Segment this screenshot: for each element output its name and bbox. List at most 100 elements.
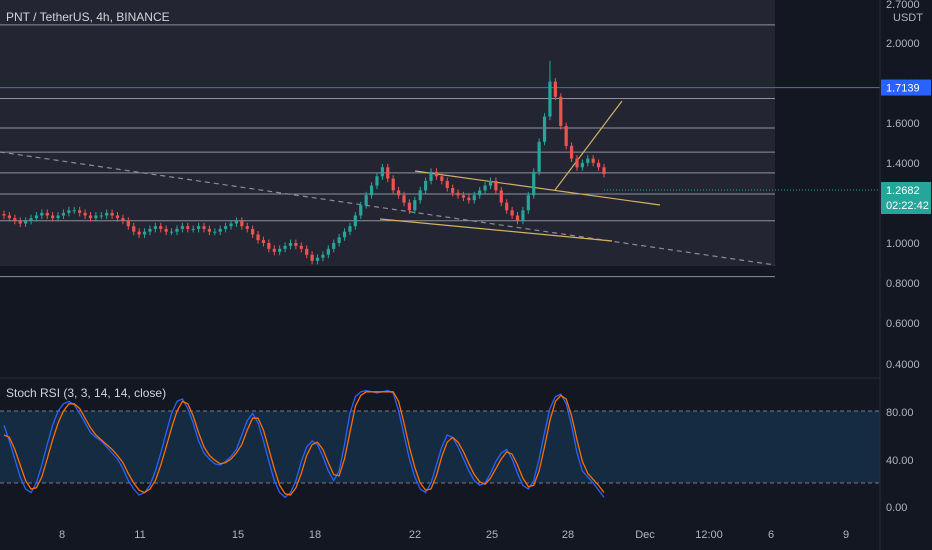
candle-body-12 [67,210,71,213]
candle-body-92 [499,190,503,203]
candle-body-64 [348,226,352,232]
candle-body-51 [278,248,282,252]
current-price-label: 1.2682 [886,185,920,197]
candle-body-58 [315,257,320,261]
rsi-tick-0: 80.00 [886,407,914,419]
candle-body-87 [472,195,476,201]
currency-label: USDT [893,12,923,24]
candle-body-1 [7,215,12,219]
candle-body-78 [424,180,428,191]
candle-body-40 [218,228,222,232]
candle-body-61 [332,243,336,249]
candle-body-82 [445,180,449,188]
trend-lines [0,100,776,266]
countdown-label: 02:22:42 [886,200,929,212]
candle-body-52 [283,245,287,249]
candle-body-44 [240,220,244,227]
candle-body-66 [359,205,363,216]
candle-body-71 [386,167,390,179]
candle-body-37 [202,226,206,229]
candle-body-105 [569,145,574,159]
chart-title: PNT / TetherUS, 4h, BINANCE [6,10,170,24]
candle-body-3 [18,220,22,224]
candle-body-13 [72,210,76,212]
candle-body-48 [261,240,266,243]
horizontal-levels [0,24,880,278]
candle-body-26 [142,231,147,235]
time-tick-9: 6 [768,529,774,541]
candle-body-6 [34,215,39,219]
candle-body-18 [99,215,103,217]
candle-body-29 [159,226,163,229]
candle-body-69 [375,176,379,186]
candle-body-14 [78,210,82,213]
candle-body-5 [29,218,33,221]
candle-body-103 [559,96,563,127]
candle-body-53 [288,243,293,246]
candle-body-72 [391,178,395,191]
candle-body-97 [526,195,530,211]
candle-body-17 [94,215,98,219]
candle-body-7 [40,212,44,216]
rsi-axis: 80.00 40.00 0.00 [886,407,914,514]
candle-body-45 [245,226,249,229]
price-tick-9: 0.4000 [886,359,920,371]
candle-body-85 [461,195,466,198]
candle-body-73 [396,190,401,196]
candle-body-0 [2,214,6,216]
candle-body-84 [456,192,460,196]
blue-level-label: 1.7139 [886,83,920,95]
candle-body-75 [407,202,412,211]
candle-body-43 [234,220,239,224]
price-tick-8: 0.6000 [886,318,920,330]
price-axis: 2.70002.00001.80001.60001.40001.20001.00… [604,0,931,371]
candle-body-91 [494,180,498,191]
breakout-line [554,100,623,191]
current-price-tag [881,182,931,214]
candle-body-47 [256,234,260,241]
time-tick-4: 22 [409,529,421,541]
candle-body-109 [591,158,595,163]
candle-body-107 [580,162,584,168]
candle-body-111 [602,167,606,175]
candle-body-49 [267,243,271,249]
candle-body-99 [537,141,541,172]
candle-body-28 [153,226,157,229]
candle-body-80 [434,171,439,177]
candle-body-25 [137,231,141,235]
candle-body-60 [326,248,330,255]
candle-body-23 [126,220,130,227]
candle-body-41 [224,226,228,229]
candle-body-63 [342,231,347,238]
candle-body-68 [369,185,374,196]
rsi-title: Stoch RSI (3, 3, 14, 14, close) [6,386,167,400]
candle-body-56 [305,248,309,255]
candle-body-94 [510,210,514,216]
candles [2,60,606,265]
candle-body-76 [413,200,417,211]
candle-body-93 [505,202,509,211]
price-tick-1: 2.0000 [886,38,920,50]
dashed-downtrend [0,151,776,266]
candle-body-95 [515,215,520,221]
candle-body-38 [207,228,212,232]
rsi-tick-2: 0.00 [886,502,907,514]
time-tick-7: Dec [635,529,655,541]
candle-body-32 [175,228,179,232]
candle-body-59 [321,254,325,258]
price-zone [0,0,775,266]
rsi-tick-1: 40.00 [886,455,914,467]
price-tick-7: 0.8000 [886,278,920,290]
candle-body-11 [61,212,66,216]
price-tick-0: 2.7000 [886,0,920,11]
candle-body-102 [553,81,557,97]
candle-body-70 [380,167,384,177]
candle-body-89 [483,185,487,191]
candle-body-15 [83,212,87,216]
candle-body-42 [229,223,233,227]
price-tick-6: 1.0000 [886,238,920,250]
time-tick-1: 11 [134,529,145,541]
candle-body-33 [180,226,184,229]
candle-body-24 [132,226,136,232]
candle-body-62 [337,237,341,243]
